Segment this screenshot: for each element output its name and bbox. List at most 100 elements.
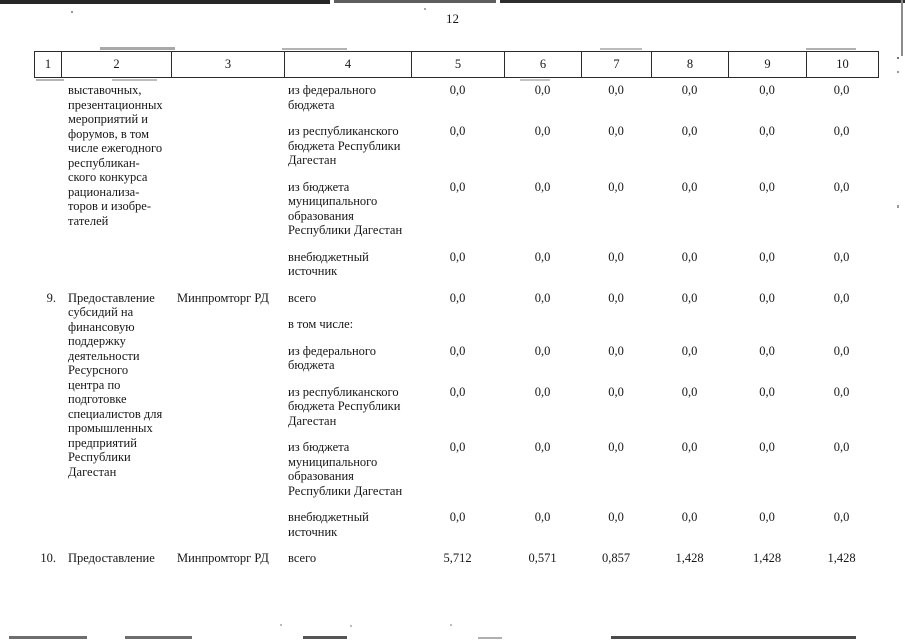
funding-source-label-line: всего [288,551,317,565]
value-cell [651,317,728,332]
value-cell: 0,0 [534,249,551,264]
value-cell [411,317,504,332]
value-cell: 0,0 [759,124,775,138]
table-row: 9. Предоставление субсидий на финансовую под… [34,291,877,540]
funding-source-label: из бюджета муниципального образования Респу… [284,180,411,238]
value-cell: 0,0 [759,510,775,524]
value-cell: 0,0 [681,384,698,399]
scan-artifact-speck [350,625,352,627]
activity-name-line: финансовую [68,319,135,334]
funding-source-label-line: в том числе: [288,317,354,331]
activity-name-line: презентационных [68,97,163,112]
value-cell: 0,0 [449,384,466,399]
funding-source-row: в том числе: [284,317,877,332]
funding-source-label-line: Республики Дагестан [288,483,403,498]
funding-source-label-line: Республики Дагестан [288,223,403,237]
funding-source-label-line: из республиканского [288,124,399,138]
value-cell: 0,0 [833,290,850,305]
activity-name-line: Дагестан [68,464,117,479]
activity-name: Предоставление субсидий на финансовую подде… [61,291,171,540]
value-cell: 1,428 [827,551,856,565]
funding-source-label-line: образования [288,469,354,483]
value-cell: 0,0 [534,384,551,399]
funding-source-row: всего 0,0 0,0 0,0 0,0 0,0 0,0 [284,291,877,306]
funding-source-label-line: муниципального [288,454,378,469]
funding-source-label-line: всего [288,290,317,305]
value-cell: 0,0 [759,83,775,97]
value-cell: 5,712 [443,551,472,565]
scan-artifact-right-line [901,0,903,56]
funding-sources: всего 5,712 0,571 0,857 1,428 1,428 1,428 [284,551,877,566]
activity-name-line: выставочных, [68,83,142,97]
value-cell: 0,0 [833,440,850,454]
activity-name-line: Ресурсного [68,363,129,377]
scan-artifact-header-smudge [100,47,175,50]
funding-source-row: из республиканского бюджета Республики Даг… [284,124,877,168]
scan-artifact-header-smudge [806,48,856,50]
value-cell: 0,0 [449,124,466,138]
page-number: 12 [446,11,459,26]
value-cell: 0,0 [449,343,466,358]
value-cell: 0,0 [608,290,624,305]
funding-source-row: из бюджета муниципального образования Респу… [284,440,877,498]
activity-name-line: мероприятий и [68,112,148,126]
scan-artifact-header-smudge [112,79,157,81]
value-cell: 0,0 [833,249,850,264]
row-number [34,83,61,279]
header-cell: 10 [836,57,849,72]
scan-artifact-header-smudge [520,79,550,81]
scan-artifact-bottom-line [9,636,87,639]
table-row: выставочных, презентационных мероприятий и… [34,83,877,279]
scan-artifact-speck [897,205,899,208]
activity-name-line: республикан- [68,155,140,170]
value-cell: 0,0 [833,510,850,524]
scan-artifact-header-smudge [600,48,642,50]
header-cell: 4 [285,52,412,77]
scan-artifact-bottom-line [303,636,347,639]
value-cell: 0,0 [449,179,466,194]
value-cell: 0,0 [534,343,551,358]
funding-source-row: из республиканского бюджета Республики Даг… [284,385,877,429]
funding-source-row: внебюджетный источник 0,0 0,0 0,0 0,0 0,0 0,0 [284,510,877,539]
funding-source-row: внебюджетный источник 0,0 0,0 0,0 0,0 0,0 0,0 [284,250,877,279]
scan-artifact-speck [450,624,452,626]
value-cell [728,317,806,332]
activity-name-line: рационализа- [68,184,140,199]
funding-source-row: всего 5,712 0,571 0,857 1,428 1,428 1,428 [284,551,877,566]
value-cell: 0,0 [833,384,850,399]
header-cell: 7 [582,52,652,77]
executor: Минпромторг РД [177,551,269,565]
activity-name-line: форумов, в том [68,126,150,141]
funding-source-label-line: бюджета Республики [288,399,401,413]
value-cell: 0,0 [534,510,551,524]
scan-artifact-top-line [334,0,496,3]
activity-name-line: специалистов для [68,406,163,421]
value-cell: 0,0 [449,510,466,524]
value-cell: 0,0 [608,343,624,358]
value-cell: 0,0 [681,510,698,524]
funding-source-label: из федерального бюджета [284,344,411,373]
funding-sources: из федерального бюджета 0,0 0,0 0,0 0,0 0,0 0,0… [284,83,877,279]
header-cell: 2 [62,52,172,77]
funding-source-label-line: источник [288,524,338,539]
funding-source-label-line: источник [288,264,338,278]
value-cell: 0,0 [759,249,775,264]
value-cell: 0,0 [833,83,850,97]
scan-artifact-bottom-line [611,636,856,639]
value-cell: 0,0 [608,249,624,264]
value-cell: 0,0 [534,290,551,305]
executor [171,83,284,279]
value-cell [806,317,877,332]
activity-name-line: Республики [68,450,131,464]
value-cell: 0,0 [759,343,775,358]
activity-name-line: тателей [68,213,109,228]
funding-source-row: из федерального бюджета 0,0 0,0 0,0 0,0 0,0 0,0 [284,83,877,112]
funding-source-label: из федерального бюджета [284,83,411,112]
funding-source-label: из бюджета муниципального образования Респу… [284,440,411,498]
value-cell: 0,0 [681,83,698,97]
header-cell: 5 [412,52,505,77]
value-cell: 0,0 [681,343,698,358]
scan-artifact-top-line [500,0,905,3]
funding-source-label-line: Дагестан [288,153,337,167]
funding-source-label-line: из бюджета [288,440,350,454]
